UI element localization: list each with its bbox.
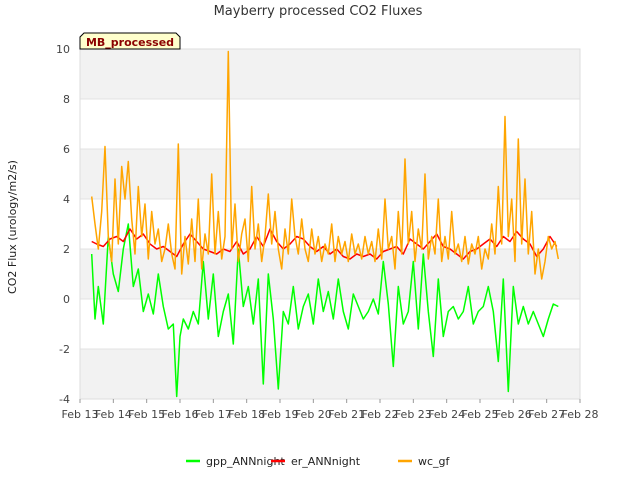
y-tick-label: 4	[63, 193, 70, 206]
series-line-gpp-annnight	[90, 223, 559, 398]
y-tick-label: 6	[63, 143, 70, 156]
x-tick-label: Feb 27	[528, 408, 565, 421]
series-line-wc-gf	[90, 50, 560, 280]
x-tick-label: Feb 20	[295, 408, 332, 421]
x-tick-label: Feb 13	[62, 408, 99, 421]
background-band	[80, 349, 580, 399]
mb-processed-tag: MB_processed	[79, 32, 181, 50]
background-band	[80, 49, 580, 99]
background-band	[80, 249, 580, 299]
mb-processed-tag-label: MB_processed	[86, 36, 174, 49]
y-tick-label: 2	[63, 243, 70, 256]
x-tick-label: Feb 19	[262, 408, 299, 421]
legend-label: er_ANNnight	[291, 455, 361, 468]
y-tick-label: 0	[63, 293, 70, 306]
legend: gpp_ANNnight er_ANNnight wc_gf	[186, 455, 451, 468]
y-tick-label: 10	[56, 43, 70, 56]
chart-title: Mayberry processed CO2 Fluxes	[214, 4, 423, 19]
x-tick-label: Feb 22	[362, 408, 399, 421]
y-axis-ticks: -4 -2 0 2 4 6 8 10	[56, 43, 70, 406]
y-tick-label: -2	[59, 343, 70, 356]
x-tick-label: Feb 23	[395, 408, 432, 421]
series-lines	[90, 50, 560, 398]
legend-label: gpp_ANNnight	[206, 455, 285, 468]
plot-frame	[79, 48, 581, 400]
x-tick-label: Feb 16	[162, 408, 199, 421]
y-tick-label: -4	[59, 393, 70, 406]
x-tick-label: Feb 24	[428, 408, 465, 421]
x-tick-label: Feb 28	[562, 408, 599, 421]
legend-label: wc_gf	[418, 455, 451, 468]
x-tick-label: Feb 26	[495, 408, 532, 421]
y-axis-title: CO2 Flux (urology/m2/s)	[6, 160, 19, 294]
x-tick-label: Feb 14	[95, 408, 132, 421]
x-tick-label: Feb 25	[462, 408, 499, 421]
background-band	[80, 149, 580, 199]
x-tick-label: Feb 18	[228, 408, 265, 421]
gridlines	[80, 48, 580, 400]
y-tick-label: 8	[63, 93, 70, 106]
x-tick-label: Feb 17	[195, 408, 232, 421]
x-tick-label: Feb 21	[328, 408, 365, 421]
background-bands	[80, 49, 580, 399]
x-tick-label: Feb 15	[128, 408, 165, 421]
